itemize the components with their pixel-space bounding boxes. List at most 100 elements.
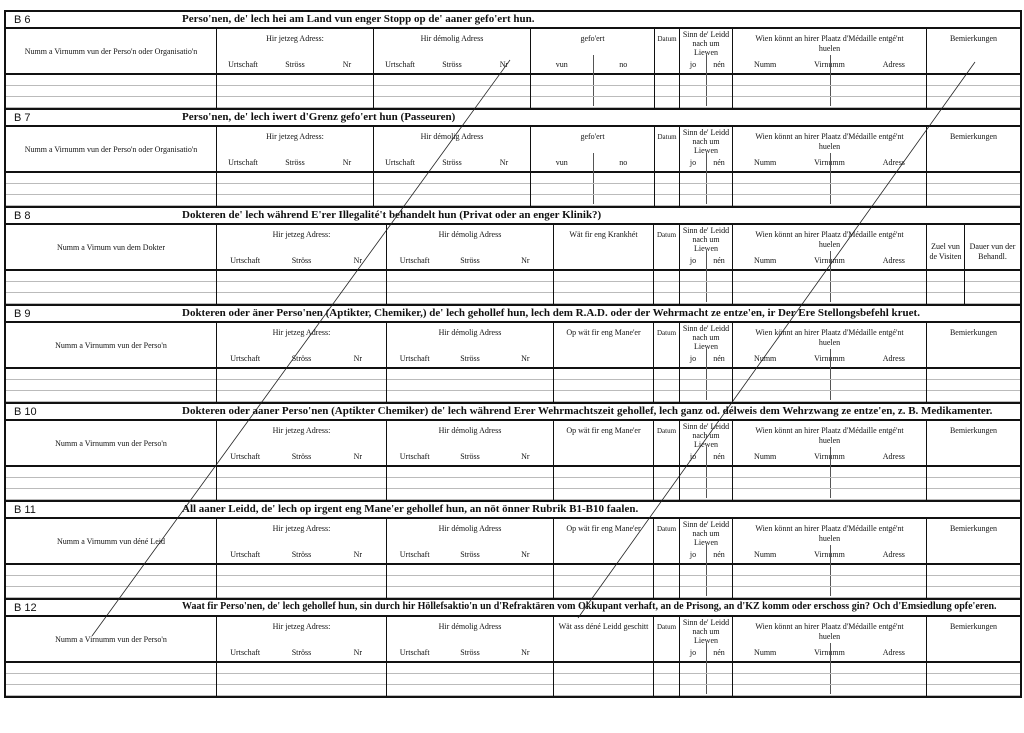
entry-field[interactable] [680, 75, 732, 108]
entry-field[interactable] [6, 173, 216, 206]
nen-label: nén [713, 550, 725, 559]
entry-field[interactable] [6, 75, 216, 108]
section-b10: B 10 Dokteren oder aaner Perso'nen (Apti… [6, 404, 1020, 502]
entry-field[interactable] [654, 565, 679, 598]
entry-field[interactable] [927, 369, 1020, 402]
entry-field[interactable] [733, 369, 926, 402]
entry-field[interactable] [554, 663, 653, 696]
entry-field[interactable] [554, 271, 653, 304]
entry-field[interactable] [217, 663, 386, 696]
numm-label: Numm [754, 60, 777, 69]
column-header: Wien könnt an hirer Plaatz d'Médaille en… [733, 421, 926, 498]
column-header: Zuel vun de Visiten [927, 225, 964, 271]
entry-field[interactable] [6, 565, 216, 598]
entry-field[interactable] [733, 173, 926, 206]
entry-field[interactable] [654, 271, 679, 304]
jo-label: jo [689, 256, 697, 265]
nen-label: nén [713, 60, 725, 69]
address-subheaders: Urtschaft Ströss Nr [387, 648, 553, 657]
column-header: Wien könnt an hirer Plaatz d'Médaille en… [733, 127, 926, 204]
section-b8: B 8 Dokteren de' lech während E'rer Ille… [6, 208, 1020, 306]
name-column-label: Numm a Virnumm vun der Perso'n oder Orga… [24, 145, 198, 154]
entry-field[interactable] [680, 173, 732, 206]
entry-field[interactable] [6, 663, 216, 696]
entry-field[interactable] [680, 369, 732, 402]
entry-field[interactable] [217, 467, 386, 500]
entry-field[interactable] [217, 173, 373, 206]
entry-field[interactable] [387, 467, 553, 500]
entry-field[interactable] [554, 565, 653, 598]
entry-field[interactable] [733, 75, 926, 108]
address-label: Hir jetzeg Adress: [272, 328, 331, 337]
urtschaft-label: Urtschaft [230, 648, 261, 657]
urtschaft-label: Urtschaft [399, 256, 430, 265]
entry-field[interactable] [6, 467, 216, 500]
entry-field[interactable] [655, 75, 679, 108]
nr-label: Nr [499, 158, 509, 167]
wien-label: Wien könnt an hirer Plaatz d'Médaille en… [755, 622, 904, 641]
address-subheaders: Urtschaft Ströss Nr [387, 256, 553, 265]
entry-field[interactable] [374, 75, 530, 108]
entry-field[interactable] [733, 467, 926, 500]
address-subheaders: Urtschaft Ströss Nr [387, 550, 553, 559]
column-header: Numm a Virnumm vun der Perso'n oder Orga… [6, 29, 216, 75]
section-title-bar: B 10 Dokteren oder aaner Perso'nen (Apti… [6, 404, 1020, 421]
column-sinn: Sinn de' Leidd nach um Liewen jo nén [679, 421, 732, 500]
entry-field[interactable] [965, 271, 1020, 304]
entry-field[interactable] [387, 663, 553, 696]
entry-field[interactable] [927, 75, 1020, 108]
column-header: Wien könnt an hirer Plaatz d'Médaille en… [733, 617, 926, 694]
nr-label: Nr [342, 60, 352, 69]
name-column-label: Numm a Virnumm vun déné Leid [56, 537, 166, 546]
entry-field[interactable] [554, 369, 653, 402]
entry-field[interactable] [387, 565, 553, 598]
jo-label: jo [689, 60, 697, 69]
entry-field[interactable] [655, 173, 679, 206]
column-header: Bemierkungen [927, 421, 1020, 467]
entry-field[interactable] [927, 663, 1020, 696]
entry-field[interactable] [680, 663, 732, 696]
entry-field[interactable] [217, 369, 386, 402]
column-bem: Bemierkungen [926, 323, 1020, 402]
stross-label: Ströss [285, 60, 305, 69]
entry-field[interactable] [554, 467, 653, 500]
nr-label: Nr [521, 648, 530, 657]
entry-field[interactable] [6, 271, 216, 304]
entry-field[interactable] [387, 271, 553, 304]
entry-field[interactable] [680, 271, 732, 304]
entry-field[interactable] [374, 173, 530, 206]
column-header: Hir démolig Adress Urtschaft Ströss Nr [387, 225, 553, 271]
entry-field[interactable] [733, 271, 926, 304]
entry-field[interactable] [217, 75, 373, 108]
entry-field[interactable] [927, 467, 1020, 500]
vun-label: vun [555, 158, 568, 167]
section-title: Dokteren de' lech während E'rer Illegali… [182, 209, 602, 221]
entry-field[interactable] [733, 565, 926, 598]
column-header: Wien könnt an hirer Plaatz d'Médaille en… [733, 323, 926, 400]
entry-field[interactable] [654, 369, 679, 402]
entry-field[interactable] [654, 467, 679, 500]
entry-field[interactable] [680, 565, 732, 598]
entry-field[interactable] [387, 369, 553, 402]
entry-field[interactable] [531, 75, 654, 108]
entry-field[interactable] [531, 173, 654, 206]
entry-field[interactable] [927, 173, 1020, 206]
entry-field[interactable] [6, 369, 216, 402]
entry-field[interactable] [654, 663, 679, 696]
nr-label: Nr [521, 550, 530, 559]
entry-field[interactable] [680, 467, 732, 500]
column-header: Op wät fir eng Mane'er [554, 323, 653, 369]
entry-field[interactable] [217, 271, 386, 304]
entry-field[interactable] [927, 565, 1020, 598]
jo-label: jo [689, 452, 697, 461]
stross-label: Ströss [460, 550, 480, 559]
entry-field[interactable] [217, 565, 386, 598]
entry-field[interactable] [733, 663, 926, 696]
entry-field[interactable] [927, 271, 964, 304]
column-dauer: Dauer vun der Behandl. [964, 225, 1020, 304]
address-subheaders: Urtschaft Ströss Nr [217, 354, 386, 363]
name-column-label: Numm a Virnumm vun der Perso'n oder Orga… [24, 47, 198, 56]
column-extra: Op wät fir eng Mane'er [553, 519, 653, 598]
address-label: Hir jetzeg Adress: [266, 34, 324, 43]
address-label: Hir jetzeg Adress: [266, 132, 324, 141]
